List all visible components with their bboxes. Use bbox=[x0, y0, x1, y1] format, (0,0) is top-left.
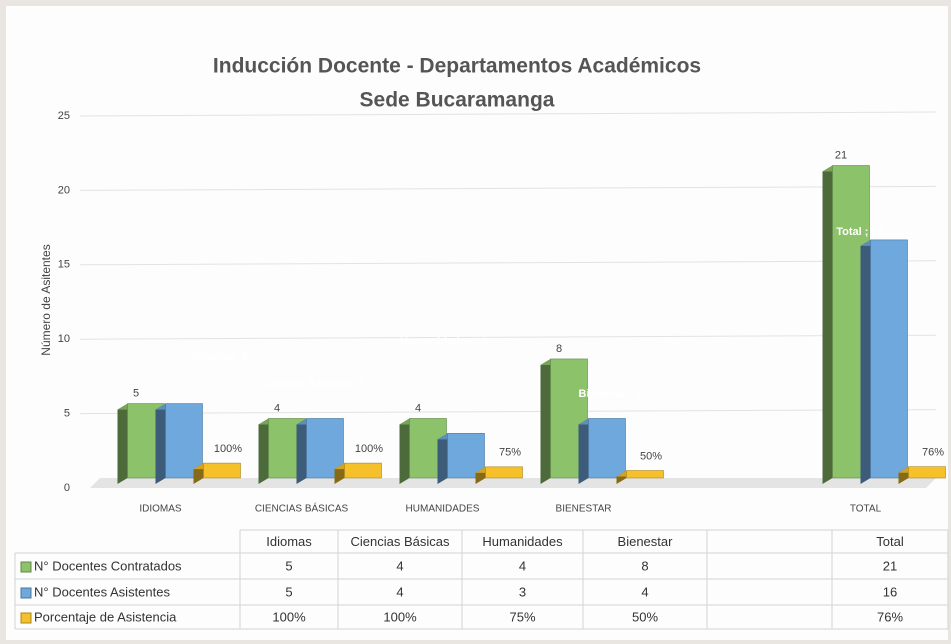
grid-line bbox=[79, 185, 937, 191]
legend-label: Porcentaje de Asistencia bbox=[34, 609, 177, 624]
table-cell: 4 bbox=[519, 558, 526, 573]
y-tick-label: 15 bbox=[58, 259, 70, 271]
x-tick-label: IDIOMAS bbox=[139, 504, 182, 515]
bar bbox=[578, 418, 626, 484]
bar bbox=[193, 462, 241, 484]
y-axis-label: Número de Asitentes bbox=[39, 244, 53, 355]
floor bbox=[90, 478, 936, 488]
grid-line bbox=[79, 111, 937, 117]
legend-swatch bbox=[20, 587, 32, 599]
table-cell: 75% bbox=[509, 609, 535, 624]
bar bbox=[616, 470, 664, 484]
bar bbox=[475, 466, 523, 484]
table-cell: 100% bbox=[383, 609, 417, 624]
data-label: 8 bbox=[556, 343, 562, 355]
table-header: Ciencias Básicas bbox=[351, 534, 450, 549]
data-label: 50% bbox=[640, 450, 662, 462]
y-tick-label: 20 bbox=[58, 184, 70, 196]
table-header: Total bbox=[876, 534, 904, 549]
legend-label: N° Docentes Contratados bbox=[34, 558, 182, 573]
callout-label: Idiomas; 5 bbox=[194, 351, 248, 363]
y-tick-label: 10 bbox=[58, 333, 70, 345]
table-cell: 4 bbox=[396, 558, 403, 573]
table-cell: 4 bbox=[396, 584, 403, 599]
y-tick-label: 0 bbox=[64, 482, 70, 494]
bar bbox=[155, 403, 203, 484]
callout-label: Ciencias Básicas; 4 bbox=[260, 378, 364, 390]
bar bbox=[860, 239, 908, 484]
table-header: Bienestar bbox=[618, 534, 674, 549]
bar-face bbox=[344, 462, 382, 479]
chart-title: Inducción Docente - Departamentos Académ… bbox=[213, 55, 701, 78]
bar-face bbox=[399, 418, 410, 484]
x-tick-label: TOTAL bbox=[850, 504, 882, 515]
bar-face bbox=[588, 418, 626, 479]
bar-face bbox=[258, 418, 269, 484]
bar-face bbox=[296, 418, 307, 484]
table-cell: 76% bbox=[877, 609, 903, 624]
data-label: 21 bbox=[835, 149, 847, 161]
data-label: 4 bbox=[274, 402, 280, 414]
data-label: 75% bbox=[499, 447, 521, 459]
chart-background bbox=[6, 6, 948, 640]
bar-face bbox=[822, 165, 833, 484]
bar-face bbox=[437, 433, 448, 484]
legend-label: N° Docentes Asistentes bbox=[34, 584, 170, 599]
table-cell: 50% bbox=[632, 609, 658, 624]
grid-line bbox=[79, 334, 937, 340]
y-tick-label: 25 bbox=[58, 110, 70, 122]
table-cell: 21 bbox=[883, 558, 897, 573]
table-header: Humanidades bbox=[482, 534, 563, 549]
bar bbox=[898, 466, 946, 484]
bar-face bbox=[626, 470, 664, 479]
table-cell: 5 bbox=[285, 584, 292, 599]
bar-face bbox=[203, 462, 241, 479]
bar-face bbox=[447, 433, 485, 479]
bar-face bbox=[165, 403, 203, 479]
bar-face bbox=[870, 239, 908, 479]
legend-swatch bbox=[20, 612, 32, 624]
table-cell: 4 bbox=[641, 584, 648, 599]
bar-face bbox=[908, 466, 946, 479]
table-cell: 3 bbox=[519, 584, 526, 599]
bar-face bbox=[485, 466, 523, 479]
callout-label: Total ; 16 bbox=[836, 226, 883, 238]
data-label: 76% bbox=[922, 447, 944, 459]
table-header: Idiomas bbox=[266, 534, 312, 549]
bar bbox=[334, 462, 382, 484]
legend-swatch bbox=[20, 561, 32, 573]
data-label: 5 bbox=[133, 388, 139, 400]
x-tick-label: CIENCIAS BÁSICAS bbox=[255, 502, 349, 515]
bar-face bbox=[578, 418, 589, 484]
data-label: 100% bbox=[214, 443, 242, 455]
y-tick-label: 5 bbox=[64, 408, 70, 420]
table-cell: 5 bbox=[285, 558, 292, 573]
bar-face bbox=[155, 403, 166, 484]
data-label: 100% bbox=[355, 443, 383, 455]
data-label: 4 bbox=[415, 402, 421, 414]
table-cell: 100% bbox=[272, 609, 306, 624]
chart-subtitle: Sede Bucaramanga bbox=[360, 89, 555, 112]
bar-face bbox=[540, 358, 551, 484]
grid-line bbox=[79, 409, 937, 415]
table-cell: 16 bbox=[883, 584, 897, 599]
x-tick-label: BIENESTAR bbox=[556, 504, 612, 515]
bar bbox=[437, 433, 485, 484]
grid-line bbox=[79, 260, 937, 266]
callout-label: Humanidades ; 3 bbox=[400, 336, 488, 348]
table-cell: 8 bbox=[641, 558, 648, 573]
callout-label: Bienestar; 4 bbox=[579, 388, 643, 400]
bar-face bbox=[860, 239, 871, 484]
x-tick-label: HUMANIDADES bbox=[406, 504, 480, 515]
bar-face bbox=[117, 403, 128, 484]
